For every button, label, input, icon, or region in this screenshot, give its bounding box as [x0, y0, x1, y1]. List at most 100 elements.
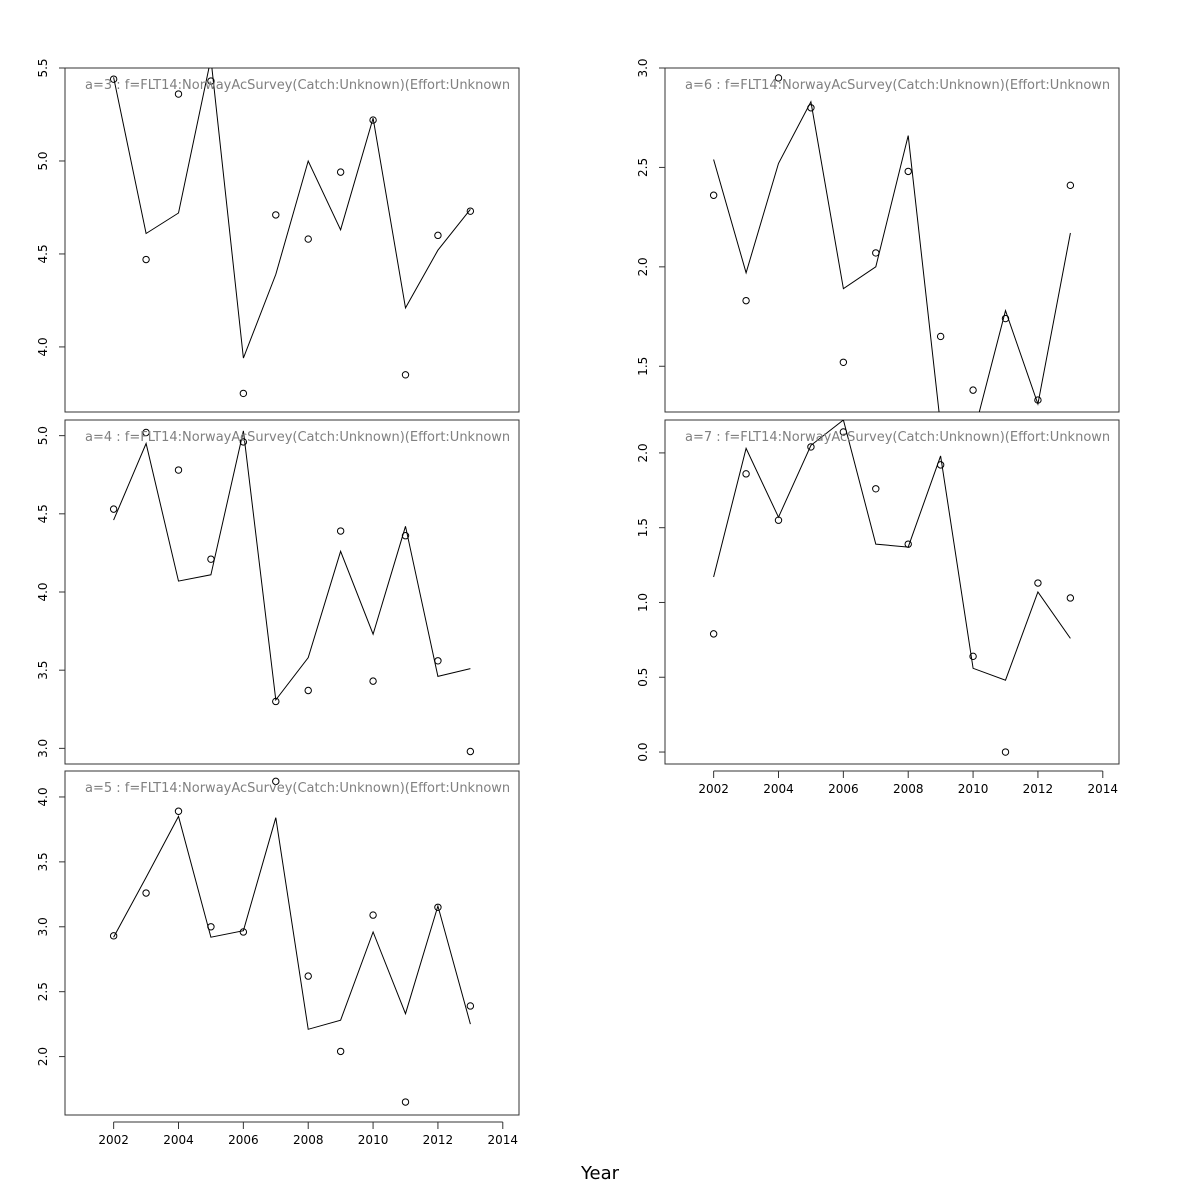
panel-a6: 1.5 2.0 2.5 3.0 a=6 : f=FLT14:NorwayAcSurvey…	[636, 58, 1120, 413]
observed-point	[272, 697, 280, 706]
observed-point	[207, 923, 215, 931]
x-tick-label: 2004	[163, 1133, 194, 1147]
observed-point	[1001, 748, 1010, 756]
observed-point	[434, 231, 442, 240]
observed-point	[304, 686, 312, 695]
observed-point	[1001, 314, 1010, 323]
observed-point	[109, 932, 118, 940]
observed-point	[466, 207, 475, 215]
y-tick-label: 4.5	[36, 504, 50, 523]
x-tick-label: 2010	[958, 782, 989, 796]
observed-point	[872, 485, 880, 493]
observed-point	[1066, 594, 1075, 602]
observed-point	[742, 470, 750, 478]
observed-point	[709, 191, 718, 199]
observed-point	[969, 386, 977, 394]
observed-point	[109, 505, 118, 513]
observed-point	[272, 777, 280, 786]
observed-point	[466, 747, 475, 756]
observed-point	[1034, 396, 1042, 404]
observed-point	[401, 532, 410, 540]
y-tick-label: 4.0	[36, 582, 50, 601]
fitted-series-line	[113, 430, 471, 702]
observed-point	[936, 332, 945, 341]
y-tick-label: 2.0	[636, 257, 650, 276]
fitted-series-line	[713, 420, 1071, 681]
panel-title: a=6 : f=FLT14:NorwayAcSurvey(Catch:Unkno…	[685, 78, 1110, 93]
y-tick-label: 5.0	[36, 426, 50, 445]
plot-frame	[664, 67, 1120, 413]
observed-point	[434, 903, 442, 912]
observed-point	[839, 358, 848, 366]
y-tick-label: 3.5	[36, 661, 50, 680]
observed-point	[142, 428, 150, 437]
x-tick-label: 2002	[98, 1133, 129, 1147]
y-tick-label: 3.0	[36, 739, 50, 758]
y-tick-label: 5.5	[36, 58, 50, 77]
y-tick-label: 2.0	[636, 443, 650, 462]
panel-a3: 4.0 4.5 5.0 5.5 a=3 : f=FLT14:NorwayAcSurvey…	[36, 58, 520, 413]
observed-point	[872, 249, 880, 257]
observed-point	[969, 652, 977, 661]
observed-point	[336, 168, 345, 176]
observed-point	[174, 90, 183, 98]
observed-point	[807, 104, 815, 112]
observed-point	[774, 74, 783, 82]
observed-point	[807, 443, 815, 451]
fitted-series-line	[113, 815, 471, 1030]
observed-point	[369, 116, 377, 124]
x-tick-label: 2006	[228, 1133, 259, 1147]
x-tick-label: 2008	[893, 782, 924, 796]
y-tick-label: 1.5	[636, 357, 650, 376]
y-tick-label: 3.0	[636, 58, 650, 77]
fitted-series-line	[713, 100, 1071, 412]
y-tick-label: 4.0	[36, 337, 50, 356]
y-tick-label: 4.0	[36, 787, 50, 806]
y-tick-label: 0.0	[636, 742, 650, 761]
observed-point	[304, 235, 312, 243]
y-tick-label: 1.0	[636, 593, 650, 612]
observed-point	[936, 461, 945, 469]
x-tick-label: 2014	[488, 1133, 519, 1147]
fitted-series-line	[113, 68, 471, 359]
observed-point	[401, 371, 410, 379]
panel-a5: 2.0 2.5 3.0 3.5 4.0 2002 2004 2006 2008 2010 2012 2…	[36, 770, 520, 1147]
observed-point	[272, 211, 280, 219]
plot-frame	[64, 770, 520, 1116]
observed-point	[142, 889, 150, 897]
panel-a4: 3.0 3.5 4.0 4.5 5.0 a=4 : f=FLT14:NorwayAcSur…	[36, 419, 520, 765]
panel-title: a=7 : f=FLT14:NorwayAcSurvey(Catch:Unkno…	[685, 430, 1110, 445]
plot-frame	[64, 419, 520, 765]
panel-title: a=4 : f=FLT14:NorwayAcSurvey(Catch:Unkno…	[85, 430, 510, 445]
x-tick-label: 2006	[828, 782, 859, 796]
plot-frame	[64, 67, 520, 413]
observed-point	[239, 438, 248, 446]
observed-point	[904, 540, 912, 548]
y-tick-label: 4.5	[36, 244, 50, 263]
observed-point	[401, 1098, 410, 1106]
observed-point	[142, 255, 150, 264]
observed-point	[904, 167, 912, 176]
x-tick-label: 2008	[293, 1133, 324, 1147]
observed-point	[1066, 181, 1075, 190]
panel-title: a=3 : f=FLT14:NorwayAcSurvey(Catch:Unkno…	[85, 78, 510, 93]
observed-point	[174, 466, 183, 474]
observed-point	[304, 972, 312, 980]
y-tick-label: 0.5	[636, 668, 650, 687]
observed-point	[369, 677, 377, 685]
x-tick-label: 2002	[698, 782, 729, 796]
observed-point	[207, 555, 215, 563]
x-tick-label: 2012	[1023, 782, 1054, 796]
observed-point	[466, 1002, 475, 1010]
x-axis-label: Year	[580, 1163, 620, 1184]
y-tick-label: 2.5	[636, 158, 650, 177]
observed-point	[207, 77, 215, 85]
panel-title: a=5 : f=FLT14:NorwayAcSurvey(Catch:Unkno…	[85, 781, 510, 796]
observed-point	[239, 928, 248, 936]
x-tick-label: 2004	[763, 782, 794, 796]
x-tick-label: 2012	[423, 1133, 454, 1147]
panel-a7: 0.0 0.5 1.0 1.5 2.0 2002 2004 2006 2008 2010 2012 2…	[636, 419, 1120, 796]
x-tick-label: 2014	[1088, 782, 1119, 796]
observed-point	[174, 807, 183, 815]
